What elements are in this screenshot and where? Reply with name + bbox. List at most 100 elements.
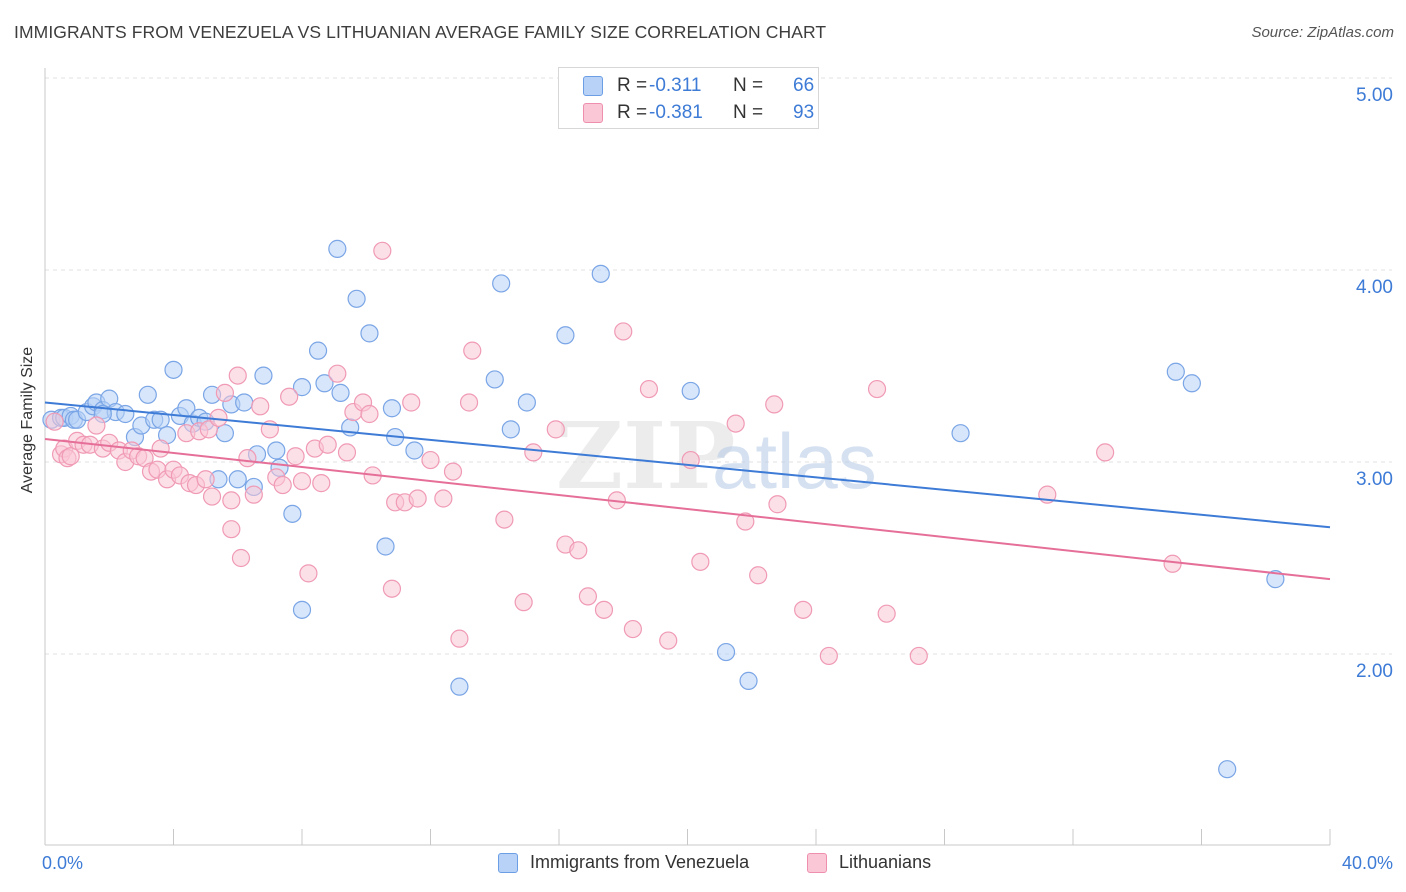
- point-lithuanian: [877, 604, 896, 623]
- point-lithuanian: [546, 420, 565, 439]
- point-lithuanian: [443, 462, 463, 481]
- point-lithuanian: [765, 395, 784, 414]
- point-venezuela: [405, 441, 424, 460]
- legend-swatch-lithuanians: [807, 853, 827, 873]
- point-venezuela: [556, 326, 575, 345]
- point-lithuanian: [1096, 443, 1115, 462]
- point-lithuanian: [463, 341, 482, 360]
- point-venezuela: [331, 383, 350, 402]
- point-lithuanian: [867, 379, 887, 399]
- legend-swatch-venezuela: [498, 853, 518, 873]
- point-lithuanian: [360, 404, 379, 424]
- stats-swatch-venezuela: [583, 76, 603, 96]
- point-lithuanian: [238, 449, 257, 468]
- grid-lines: [45, 77, 1392, 655]
- point-venezuela: [164, 360, 183, 379]
- point-lithuanian: [231, 548, 251, 568]
- point-venezuela: [716, 642, 736, 662]
- point-lithuanian: [373, 241, 392, 260]
- point-lithuanian: [450, 629, 469, 648]
- point-venezuela: [267, 441, 286, 460]
- point-lithuanian: [222, 491, 241, 510]
- trend-lines: [44, 401, 1331, 581]
- stats-r-label: R =: [617, 75, 648, 96]
- point-lithuanian: [495, 510, 514, 529]
- point-venezuela: [292, 600, 312, 619]
- point-lithuanian: [594, 600, 614, 619]
- point-venezuela: [116, 404, 135, 424]
- point-venezuela: [1266, 570, 1285, 589]
- point-lithuanian: [328, 364, 347, 383]
- y-axis-label: Average Family Size: [19, 346, 36, 494]
- point-venezuela: [328, 239, 347, 258]
- y-tick-label: 3.00: [1356, 469, 1393, 490]
- point-lithuanian: [736, 512, 755, 531]
- point-lithuanian: [286, 447, 305, 466]
- stats-r-value: -0.311: [649, 75, 702, 96]
- point-lithuanian: [337, 443, 357, 462]
- point-lithuanian: [402, 393, 421, 412]
- point-lithuanian: [623, 619, 642, 639]
- point-lithuanian: [459, 393, 479, 412]
- point-lithuanian: [299, 564, 318, 583]
- point-venezuela: [151, 410, 170, 429]
- point-lithuanian: [659, 631, 678, 650]
- point-lithuanian: [768, 495, 787, 514]
- legend-label-venezuela: Immigrants from Venezuela: [530, 852, 750, 872]
- stats-n-label: N =: [733, 75, 764, 96]
- stats-r-value: -0.381: [649, 102, 703, 123]
- stats-box: R = -0.311 N = 66 R = -0.381 N = 93: [558, 67, 819, 129]
- point-venezuela: [739, 671, 758, 690]
- point-lithuanian: [578, 587, 598, 606]
- point-lithuanian: [215, 383, 234, 402]
- point-lithuanian: [614, 322, 633, 341]
- point-lithuanian: [408, 489, 427, 508]
- point-lithuanian: [151, 439, 170, 458]
- point-venezuela: [138, 385, 157, 404]
- point-venezuela: [681, 381, 700, 401]
- x-tick-label: 40.0%: [1342, 853, 1393, 873]
- trend-line-lithuanians: [44, 437, 1331, 581]
- point-lithuanian: [691, 552, 710, 571]
- point-venezuela: [376, 537, 395, 556]
- point-lithuanian: [228, 366, 247, 385]
- point-venezuela: [1166, 362, 1185, 381]
- y-tick-label: 4.00: [1356, 277, 1393, 298]
- point-lithuanian: [251, 397, 270, 416]
- point-venezuela: [308, 341, 328, 360]
- point-lithuanian: [909, 646, 928, 666]
- point-lithuanian: [819, 646, 838, 666]
- point-venezuela: [283, 504, 302, 523]
- point-venezuela: [450, 677, 469, 696]
- point-lithuanian: [244, 485, 263, 504]
- point-venezuela: [382, 399, 402, 418]
- stats-n-value: 66: [793, 75, 815, 96]
- tick-labels: 2.00 3.00 4.00 5.00 0.0% 40.0%: [42, 85, 1393, 873]
- point-venezuela: [347, 289, 366, 308]
- point-venezuela: [501, 420, 520, 439]
- scatter-points: [42, 239, 1285, 779]
- stats-r-label: R =: [617, 102, 648, 123]
- point-venezuela: [315, 374, 334, 393]
- point-lithuanian: [222, 520, 241, 539]
- point-lithuanian: [382, 579, 402, 598]
- point-venezuela: [591, 264, 610, 283]
- point-venezuela: [951, 424, 970, 443]
- point-venezuela: [228, 470, 247, 489]
- point-venezuela: [360, 324, 379, 343]
- point-venezuela: [215, 424, 234, 443]
- point-lithuanian: [794, 600, 813, 619]
- point-lithuanian: [434, 489, 453, 508]
- point-lithuanian: [524, 443, 543, 462]
- point-venezuela: [292, 378, 312, 397]
- stats-n-label: N =: [733, 102, 764, 123]
- point-venezuela: [492, 274, 511, 293]
- trend-line-venezuela: [44, 401, 1331, 529]
- point-lithuanian: [61, 447, 80, 466]
- point-lithuanian: [639, 379, 659, 399]
- point-venezuela: [235, 393, 254, 412]
- point-lithuanian: [421, 450, 440, 470]
- point-lithuanian: [273, 475, 292, 495]
- stats-swatch-lithuanians: [583, 103, 603, 123]
- point-venezuela: [254, 366, 273, 385]
